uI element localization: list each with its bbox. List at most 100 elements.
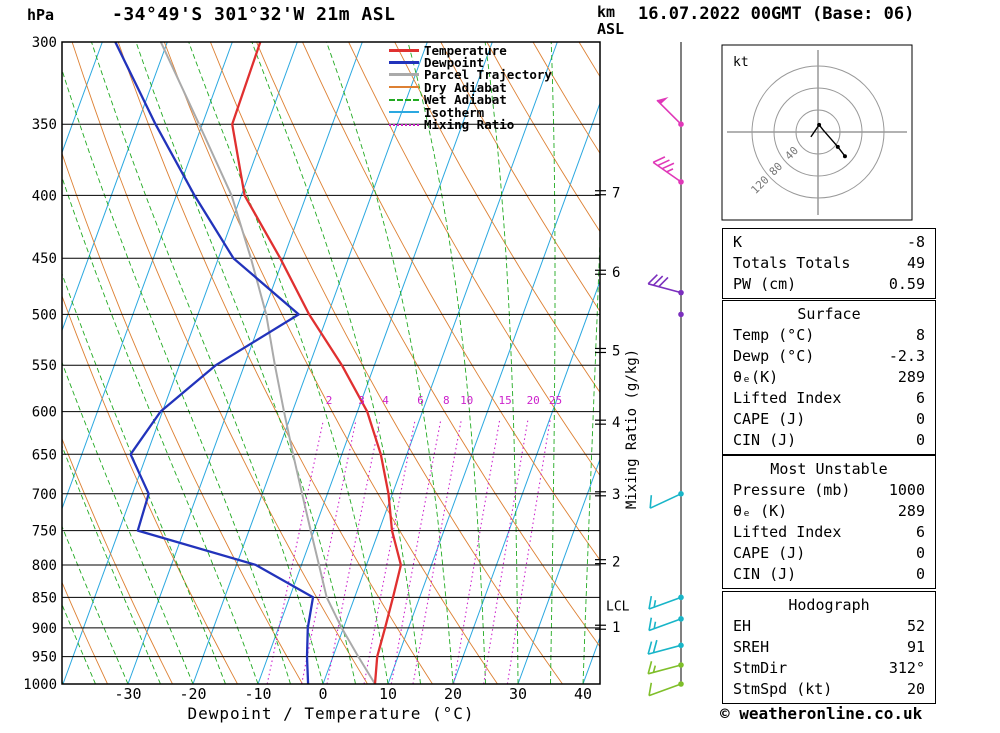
table-row: CAPE (J) 0 (723, 409, 935, 430)
hodograph-unit-label: kt (733, 55, 749, 70)
mixing-ratio-label: 15 (498, 394, 511, 407)
table-row-label: Lifted Index (733, 523, 842, 541)
wind-barb (649, 491, 684, 509)
temperature-tick-label: 10 (379, 685, 397, 703)
table-row: StmSpd (kt) 20 (723, 679, 935, 700)
plot-area (62, 42, 600, 684)
wind-barb (648, 594, 684, 610)
table-row: θₑ (K) 289 (723, 501, 935, 522)
dewpoint-curve (114, 42, 315, 684)
table-row: EH 52 (723, 616, 935, 637)
lcl-label: LCL (606, 600, 630, 615)
table-row: θₑ(K) 289 (723, 367, 935, 388)
temperature-tick-label: 30 (509, 685, 527, 703)
temperature-tick-label: 40 (574, 685, 592, 703)
table-row-value: 0.59 (888, 275, 925, 293)
legend-item-temperature: Temperature (389, 43, 552, 58)
table-title: Hodograph (788, 596, 870, 614)
table-row-label: Lifted Index (733, 389, 842, 407)
table-row-value: 6 (915, 523, 925, 541)
legend-label: Wet Adiabat (424, 92, 507, 108)
wind-barb (652, 156, 684, 185)
legend-swatch (389, 98, 419, 101)
table-row-value: 0 (915, 431, 925, 449)
table-row-value: 312° (888, 659, 925, 677)
hodograph-trace-dot (817, 122, 822, 127)
pressure-tick-label: 750 (32, 524, 57, 540)
legend-swatch (389, 86, 419, 89)
legend-swatch (389, 73, 419, 77)
indices-table: K -8 Totals Totals 49 PW (cm) 0.59 (722, 228, 936, 299)
table-row: Temp (°C) 8 (723, 325, 935, 346)
legend-item-wet-adiabat: Wet Adiabat (389, 92, 552, 108)
table-row-label: Temp (°C) (733, 326, 815, 344)
mixing-ratio-label: 8 (443, 394, 450, 407)
legend-item-dry-adiabat: Dry Adiabat (389, 80, 552, 95)
table-row-value: 91 (906, 638, 925, 656)
mixing-ratio-label: 6 (417, 394, 424, 407)
table-row: CAPE (J) 0 (723, 543, 935, 564)
table-row-value: 1000 (888, 481, 925, 499)
table-row-label: CAPE (J) (733, 410, 806, 428)
table-row-value: 8 (915, 326, 925, 344)
table-row: SREH 91 (723, 637, 935, 658)
temperature-tick-label: -30 (114, 685, 141, 703)
mixing-ratio-label: 4 (382, 394, 389, 407)
hodograph-trace (810, 123, 846, 157)
temperature-tick-label: -20 (179, 685, 206, 703)
km-tick-label: 2 (612, 555, 620, 571)
wind-barb (647, 661, 684, 675)
isotherm-lines (62, 42, 600, 684)
table-row-value: 52 (906, 617, 925, 635)
table-row-value: 0 (915, 544, 925, 562)
km-tick-label: 3 (612, 487, 620, 503)
mixing-ratio-label: 10 (460, 394, 473, 407)
temperature-tick-labels: -30 -20 -10 0 10 20 30 40 (114, 685, 592, 703)
table-row-label: SREH (733, 638, 770, 656)
km-tick-label: 1 (612, 620, 620, 636)
table-row: StmDir 312° (723, 658, 935, 679)
table-row-value: 289 (897, 368, 925, 386)
legend-item-dewpoint: Dewpoint (389, 55, 552, 70)
table-row-label: PW (cm) (733, 275, 797, 293)
pressure-tick-labels: 300 350 400 450 500 550 600 650 700 750 800 850 900 9… (23, 35, 57, 693)
altitude-axis-title: km ASL (597, 4, 624, 38)
table-row-value: 289 (897, 502, 925, 520)
table-row-label: K (733, 233, 743, 251)
station-title: -34°49'S 301°32'W 21m ASL (112, 4, 396, 25)
asl-label: ASL (597, 20, 625, 38)
table-row: PW (cm) 0.59 (723, 274, 935, 295)
legend-swatch (389, 111, 419, 114)
table-row-label: StmSpd (kt) (733, 680, 833, 698)
table-row-value: 20 (906, 680, 925, 698)
legend-label: Mixing Ratio (424, 117, 515, 133)
wind-barb (647, 274, 684, 296)
table-row: Totals Totals 49 (723, 253, 935, 274)
wind-barb (656, 97, 684, 127)
table-row-value: 6 (915, 389, 925, 407)
legend-label: Isotherm (424, 104, 485, 120)
surface-table: Surface Temp (°C) 8 Dewp (°C) -2.3 θₑ(K) 289 Li… (722, 300, 936, 455)
mixing-ratio-label: 2 (326, 394, 333, 407)
table-row: Pressure (mb) 1000 (723, 480, 935, 501)
temperature-tick-label: 0 (318, 685, 327, 703)
pressure-tick-label: 500 (32, 307, 57, 323)
km-tick-label: 7 (612, 186, 620, 202)
pressure-unit-label: hPa (27, 6, 55, 24)
table-row-value: 0 (915, 410, 925, 428)
temperature-tick-label: 20 (444, 685, 462, 703)
wind-barb (648, 616, 684, 632)
table-row-label: StmDir (733, 659, 788, 677)
legend-item-mixing-ratio: Mixing Ratio (389, 117, 552, 133)
plot-border (61, 41, 601, 685)
legend-item-parcel-trajectory: Parcel Trajectory (389, 67, 552, 82)
table-title: Surface (797, 305, 861, 323)
pressure-tick-label: 800 (32, 558, 57, 574)
wind-barb (647, 639, 684, 655)
table-row: CIN (J) 0 (723, 564, 935, 585)
pressure-gridlines (62, 42, 600, 684)
datetime-title: 16.07.2022 00GMT (Base: 06) (638, 4, 915, 24)
